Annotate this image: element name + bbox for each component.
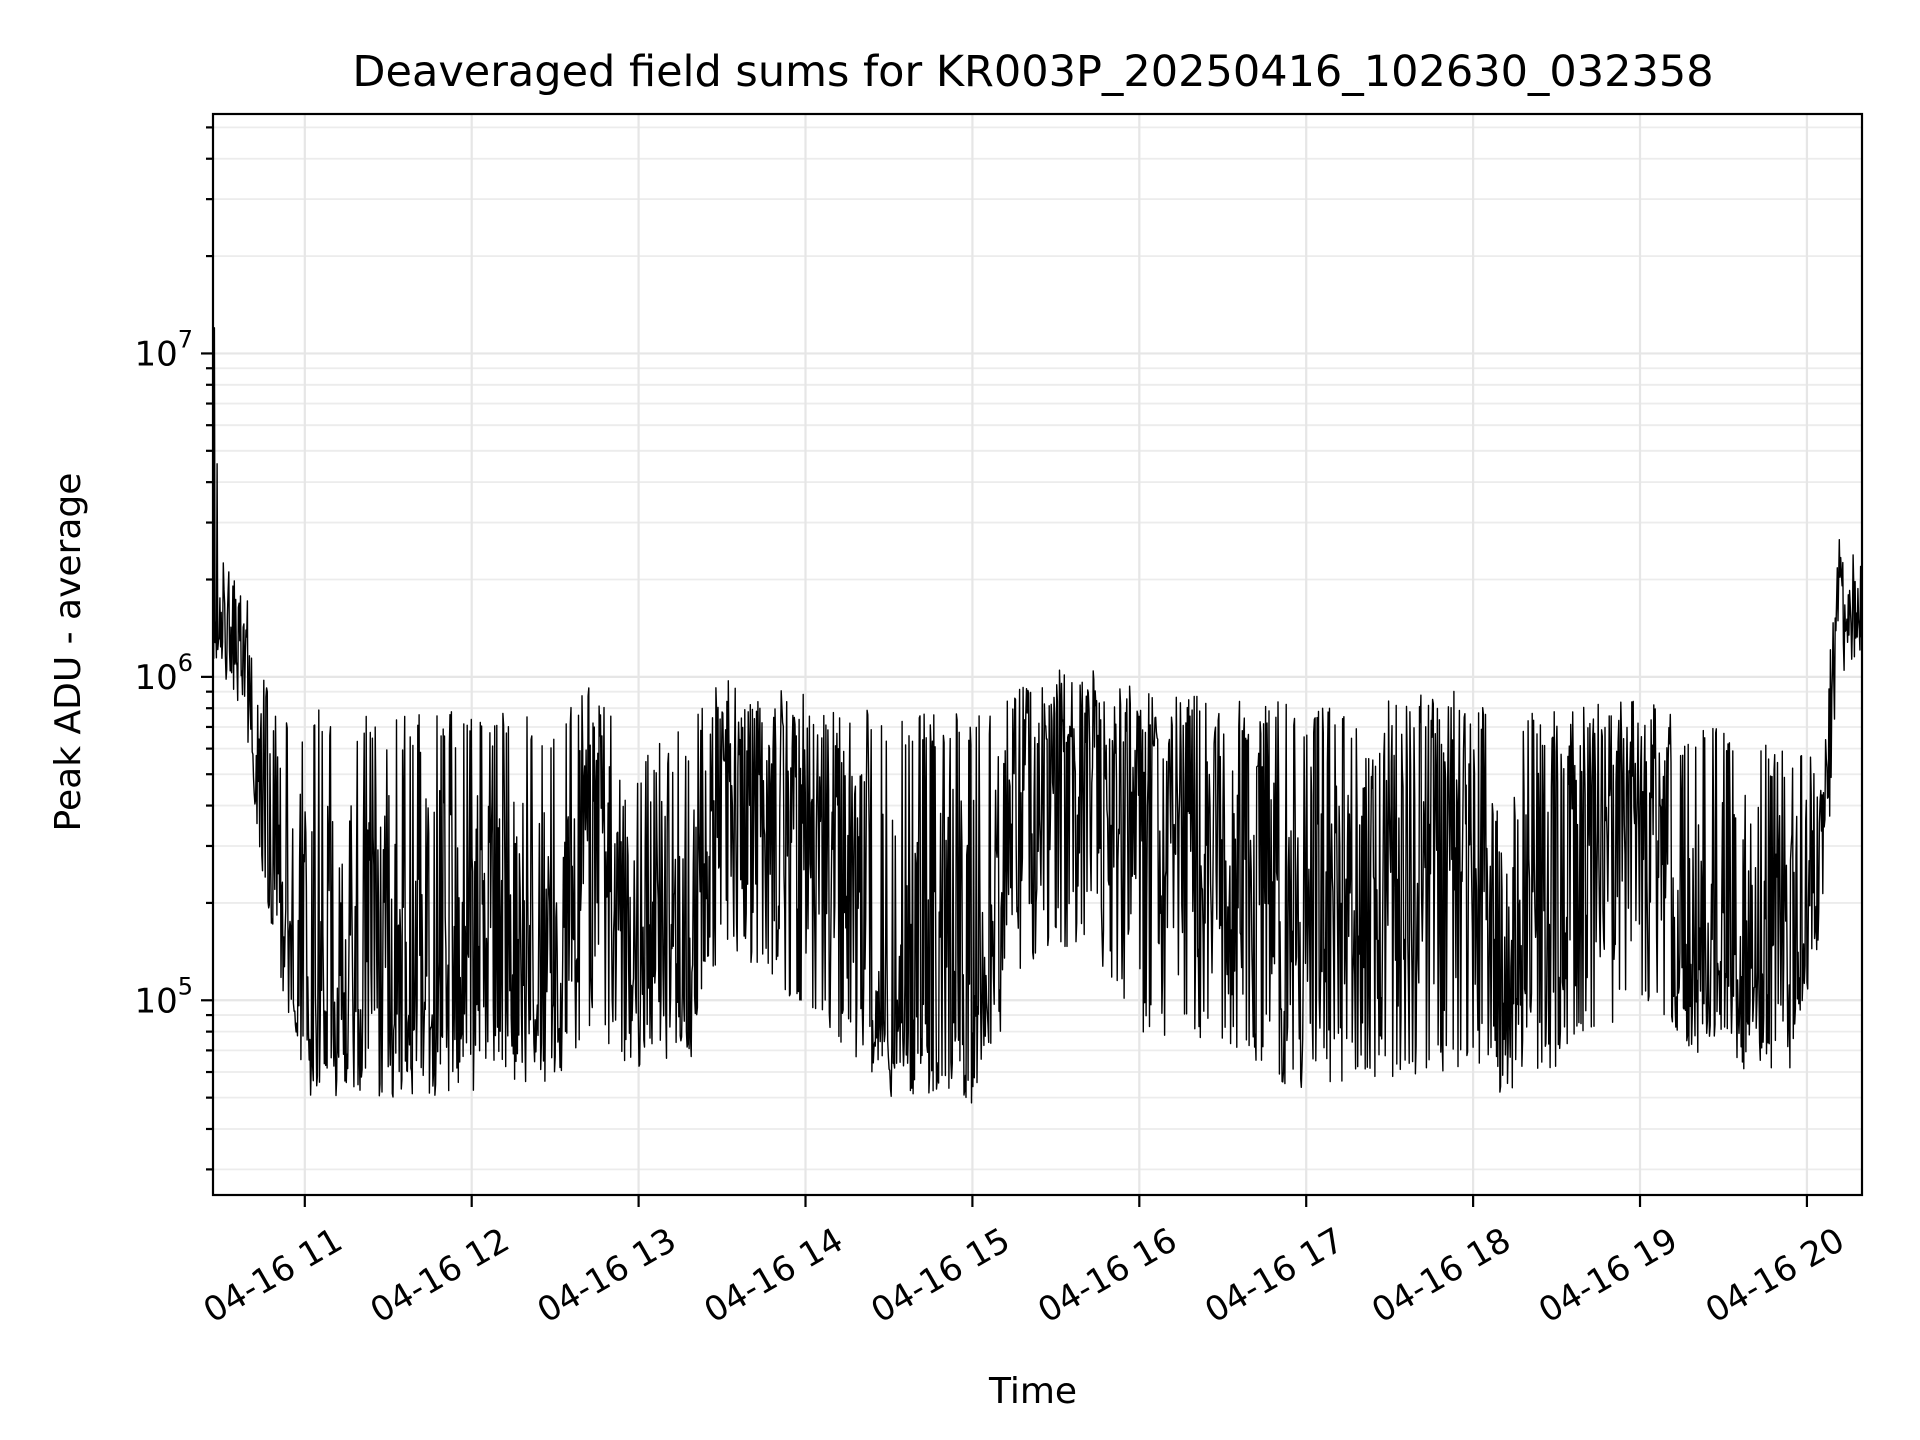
- plot-frame: [211, 112, 1864, 1197]
- series-layer: [212, 327, 1863, 1104]
- y-axis-label: Peak ADU - average: [48, 473, 89, 832]
- x-axis-label: Time: [988, 1371, 1077, 1412]
- y-tick-label: 107: [134, 325, 193, 374]
- series-line-deaveraged-field-sum: [212, 327, 1863, 1104]
- y-tick-label: 106: [134, 649, 193, 698]
- chart-title: Deaveraged field sums for KR003P_2025041…: [352, 47, 1713, 97]
- y-tick-label: 105: [134, 972, 193, 1021]
